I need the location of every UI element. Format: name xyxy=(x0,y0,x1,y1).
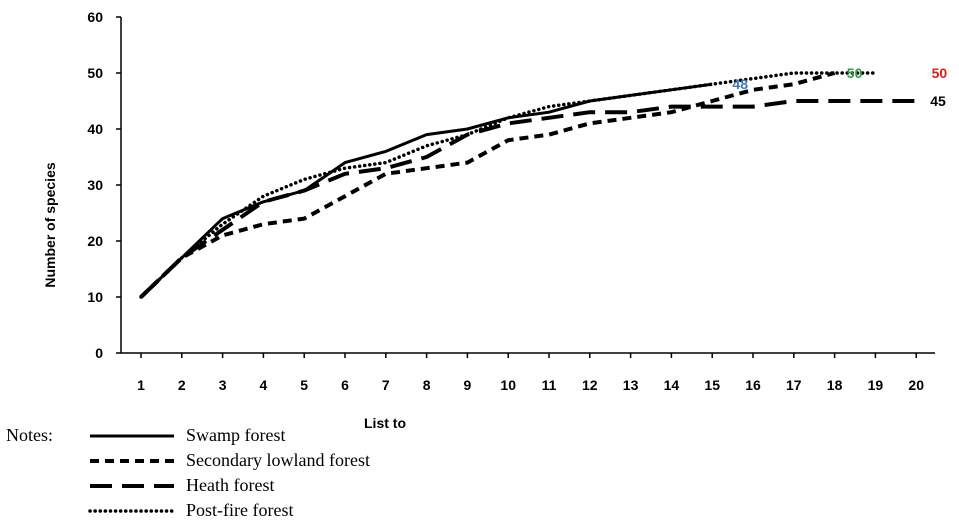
x-tick-label: 18 xyxy=(827,377,843,393)
x-tick-label: 5 xyxy=(300,377,308,393)
y-axis-title: Number of species xyxy=(42,162,58,287)
x-tick-label: 16 xyxy=(745,377,761,393)
end-value-label: 50 xyxy=(847,65,863,81)
y-tick-label: 0 xyxy=(95,345,103,361)
x-tick-label: 10 xyxy=(500,377,516,393)
y-ticks: 0 10 20 30 40 50 60 xyxy=(87,9,121,361)
legend: Notes: Swamp forest Secondary lowland for… xyxy=(6,425,370,520)
x-tick-label: 20 xyxy=(908,377,924,393)
end-value-label: 50 xyxy=(932,65,948,81)
x-axis-title: List to xyxy=(364,415,406,431)
legend-label: Swamp forest xyxy=(186,425,285,445)
y-tick-label: 50 xyxy=(87,65,103,81)
legend-label: Heath forest xyxy=(186,475,274,495)
x-tick-label: 2 xyxy=(178,377,186,393)
x-tick-label: 8 xyxy=(423,377,431,393)
end-value-label: 45 xyxy=(930,93,946,109)
series-line-post-fire-forest xyxy=(139,71,878,299)
x-tick-label: 7 xyxy=(382,377,390,393)
y-tick-label: 40 xyxy=(87,121,103,137)
x-tick-label: 9 xyxy=(464,377,472,393)
series-line-secondary-lowland-forest xyxy=(139,71,836,299)
series-line-heath-forest xyxy=(139,99,917,299)
y-tick-label: 60 xyxy=(87,9,103,25)
x-ticks: 1 2 3 4 5 6 7 8 9 10 11 12 13 14 15 16 17 18 19 20 xyxy=(137,353,924,393)
y-tick-label: 10 xyxy=(87,289,103,305)
x-tick-label: 4 xyxy=(260,377,268,393)
x-tick-label: 13 xyxy=(623,377,639,393)
y-tick-label: 30 xyxy=(87,177,103,193)
series-line-swamp-forest xyxy=(139,82,713,299)
x-tick-label: 3 xyxy=(219,377,227,393)
y-tick-label: 20 xyxy=(87,233,103,249)
legend-label: Post-fire forest xyxy=(186,500,293,520)
x-tick-label: 15 xyxy=(704,377,720,393)
series-lines xyxy=(139,71,917,299)
legend-title: Notes: xyxy=(6,425,53,445)
x-tick-label: 14 xyxy=(664,377,680,393)
x-tick-label: 1 xyxy=(137,377,145,393)
x-tick-label: 11 xyxy=(542,377,557,393)
axes xyxy=(120,17,935,354)
end-labels: 48 50 45 50 xyxy=(732,65,947,109)
x-tick-label: 19 xyxy=(868,377,884,393)
legend-label: Secondary lowland forest xyxy=(186,450,370,470)
x-tick-label: 12 xyxy=(582,377,598,393)
end-value-label: 48 xyxy=(732,76,748,92)
x-tick-label: 17 xyxy=(786,377,802,393)
x-tick-label: 6 xyxy=(341,377,349,393)
